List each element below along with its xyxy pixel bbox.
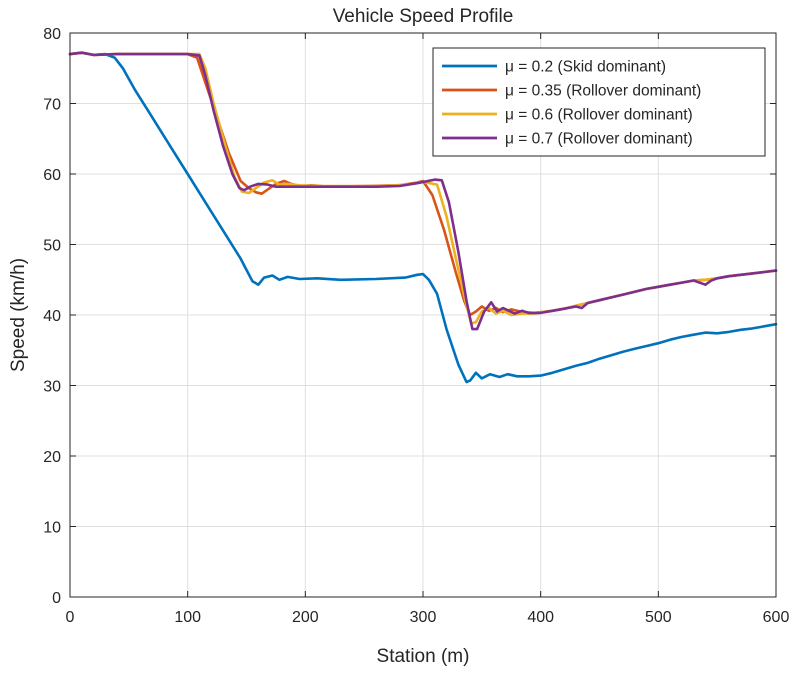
legend: μ = 0.2 (Skid dominant) μ = 0.35 (Rollove…: [432, 47, 766, 157]
y-tick-label: 30: [43, 379, 61, 396]
x-axis-label: Station (m): [377, 646, 470, 667]
series-line-4: [68, 51, 778, 331]
y-tick-label: 50: [43, 238, 61, 255]
legend-label-1: μ = 0.2 (Skid dominant): [505, 59, 666, 76]
y-tick-label: 40: [43, 308, 61, 325]
legend-label-3: μ = 0.6 (Rollover dominant): [505, 107, 693, 124]
x-tick-label: 300: [410, 609, 437, 626]
grid: [70, 33, 776, 597]
x-tick-label: 600: [763, 609, 790, 626]
x-tick-label: 400: [527, 609, 554, 626]
y-tick-label: 80: [43, 26, 61, 43]
chart-title: Vehicle Speed Profile: [333, 6, 514, 27]
y-axis-label: Speed (km/h): [8, 258, 29, 372]
legend-label-4: μ = 0.7 (Rollover dominant): [505, 131, 693, 148]
y-tick-label: 70: [43, 97, 61, 114]
x-tick-label: 200: [292, 609, 319, 626]
legend-label-2: μ = 0.35 (Rollover dominant): [505, 83, 701, 100]
series-line-1: [68, 51, 778, 384]
y-tick-label: 60: [43, 167, 61, 184]
x-tick-label: 100: [174, 609, 201, 626]
series-group: [68, 51, 778, 384]
x-tick-label: 0: [66, 609, 75, 626]
y-tick-label: 10: [43, 520, 61, 537]
x-tick-label: 500: [645, 609, 672, 626]
y-tick-label: 20: [43, 449, 61, 466]
ticks: 0 100 200 300 400 500 600 0 10 20 30 40 50 60 70 80: [43, 26, 789, 626]
y-tick-label: 0: [52, 590, 61, 607]
